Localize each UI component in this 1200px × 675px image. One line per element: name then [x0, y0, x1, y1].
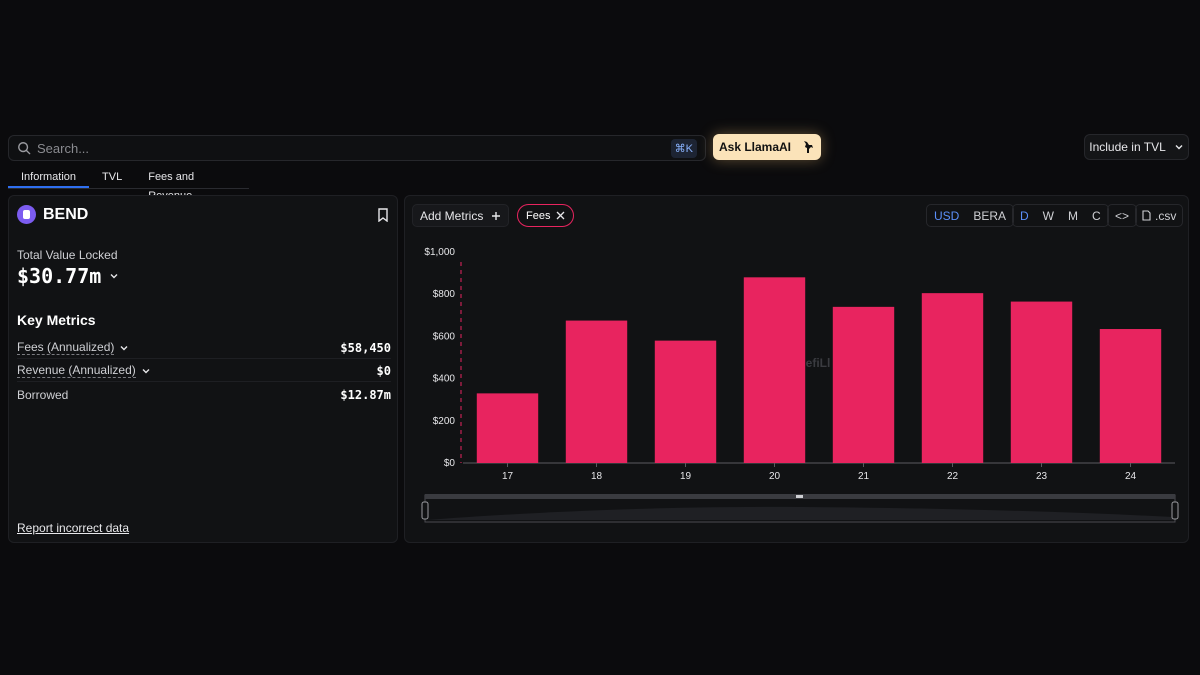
protocol-name: BEND [43, 205, 89, 223]
metric-chip-label: Fees [526, 209, 551, 222]
protocol-info-panel: BEND Total Value Locked $30.77m Key Metr… [8, 195, 398, 543]
search-bar[interactable]: ⌘K [8, 135, 706, 161]
search-icon [18, 142, 31, 155]
metric-label-borrowed: Borrowed [17, 388, 69, 402]
report-incorrect-data-link[interactable]: Report incorrect data [17, 521, 130, 535]
chevron-down-icon [142, 368, 150, 373]
metric-row-fees: Fees (Annualized) $58,450 [17, 337, 391, 359]
search-shortcut-badge: ⌘K [670, 138, 697, 158]
tab-fees-and-revenue[interactable]: Fees and Revenue [148, 171, 195, 202]
x-tick-label: 19 [680, 471, 692, 482]
bookmark-icon[interactable] [377, 208, 389, 222]
fees-bar [1099, 329, 1162, 463]
chevron-down-icon [120, 345, 128, 350]
metric-value-borrowed: $12.87m [340, 388, 391, 402]
add-metrics-label: Add Metrics [420, 208, 484, 223]
fees-bar [743, 277, 806, 463]
y-tick-label: $400 [433, 374, 456, 385]
x-tick-label: 17 [502, 471, 514, 482]
include-in-tvl-label: Include in TVL [1089, 140, 1166, 154]
file-icon [1142, 210, 1151, 221]
include-in-tvl-dropdown[interactable]: Include in TVL [1084, 134, 1189, 160]
fees-bar [654, 340, 717, 463]
fees-bar-chart: efiLl $0 $200 $400 $600 $800 $1,000 17 18 19 20 21 2… [421, 247, 1179, 523]
fees-bar [565, 320, 628, 463]
period-m-option[interactable]: M [1068, 208, 1078, 223]
key-metrics-title: Key Metrics [17, 312, 96, 328]
plus-icon [492, 211, 501, 220]
tab-information[interactable]: Information [8, 168, 90, 188]
metric-value-fees: $58,450 [340, 340, 391, 355]
tab-tvl[interactable]: TVL [102, 171, 123, 183]
x-tick-label: 24 [1125, 471, 1137, 482]
period-c-option[interactable]: C [1092, 208, 1101, 223]
tvl-value[interactable]: $30.77m [17, 264, 119, 288]
range-slider-handle-left [421, 501, 429, 520]
metric-chip-fees[interactable]: Fees [517, 204, 575, 227]
range-slider-sparkline [427, 506, 1173, 520]
x-tick-label: 20 [769, 471, 781, 482]
currency-toggle: USD BERA [926, 204, 1015, 227]
chart-watermark: efiLl [806, 356, 831, 370]
currency-bera-option[interactable]: BERA [973, 208, 1007, 223]
chart-panel: Add Metrics Fees USD BERA D W M C <> .cs… [404, 195, 1189, 543]
currency-usd-option[interactable]: USD [934, 208, 960, 223]
x-tick-label: 23 [1036, 471, 1048, 482]
csv-label: .csv [1155, 208, 1177, 223]
metric-label-revenue[interactable]: Revenue (Annualized) [17, 363, 151, 378]
tab-bar: Information TVL Fees and Revenue [8, 168, 249, 202]
x-tick-label: 21 [858, 471, 870, 482]
protocol-header: BEND [17, 205, 88, 224]
chevron-down-icon [110, 274, 118, 279]
close-icon[interactable] [556, 211, 565, 220]
tvl-amount: $30.77m [17, 264, 102, 288]
search-input[interactable] [31, 140, 671, 156]
embed-icon: <> [1115, 208, 1130, 223]
download-csv-button[interactable]: .csv [1135, 204, 1184, 227]
metric-value-revenue: $0 [376, 363, 391, 378]
fees-bar [832, 306, 895, 463]
y-tick-label: $0 [444, 458, 456, 469]
chevron-down-icon [1175, 145, 1183, 150]
y-tick-label: $600 [433, 331, 456, 342]
y-tick-label: $200 [433, 416, 456, 427]
ask-llamaai-button[interactable]: Ask LlamaAI [713, 134, 821, 160]
x-tick-label: 22 [947, 471, 959, 482]
metric-row-borrowed: Borrowed $12.87m [17, 384, 391, 406]
fees-bar [921, 293, 984, 463]
ask-llamaai-label: Ask LlamaAI [718, 140, 792, 154]
add-metrics-button[interactable]: Add Metrics [412, 204, 510, 227]
llama-icon [804, 141, 814, 153]
embed-button[interactable]: <> [1107, 204, 1138, 227]
fees-bar [476, 393, 539, 463]
x-tick-label: 18 [591, 471, 603, 482]
period-d-option[interactable]: D [1020, 208, 1029, 223]
fees-bar [1010, 301, 1073, 463]
metric-label-fees[interactable]: Fees (Annualized) [17, 340, 129, 355]
y-tick-label: $800 [433, 289, 456, 300]
period-toggle: D W M C [1012, 204, 1109, 227]
tvl-label: Total Value Locked [17, 248, 118, 262]
y-tick-label: $1,000 [424, 247, 455, 258]
range-slider-grip [796, 495, 803, 498]
protocol-logo-icon [17, 205, 36, 224]
metric-row-revenue: Revenue (Annualized) $0 [17, 360, 391, 382]
range-slider-handle-right [1171, 501, 1179, 520]
period-w-option[interactable]: W [1042, 208, 1054, 223]
